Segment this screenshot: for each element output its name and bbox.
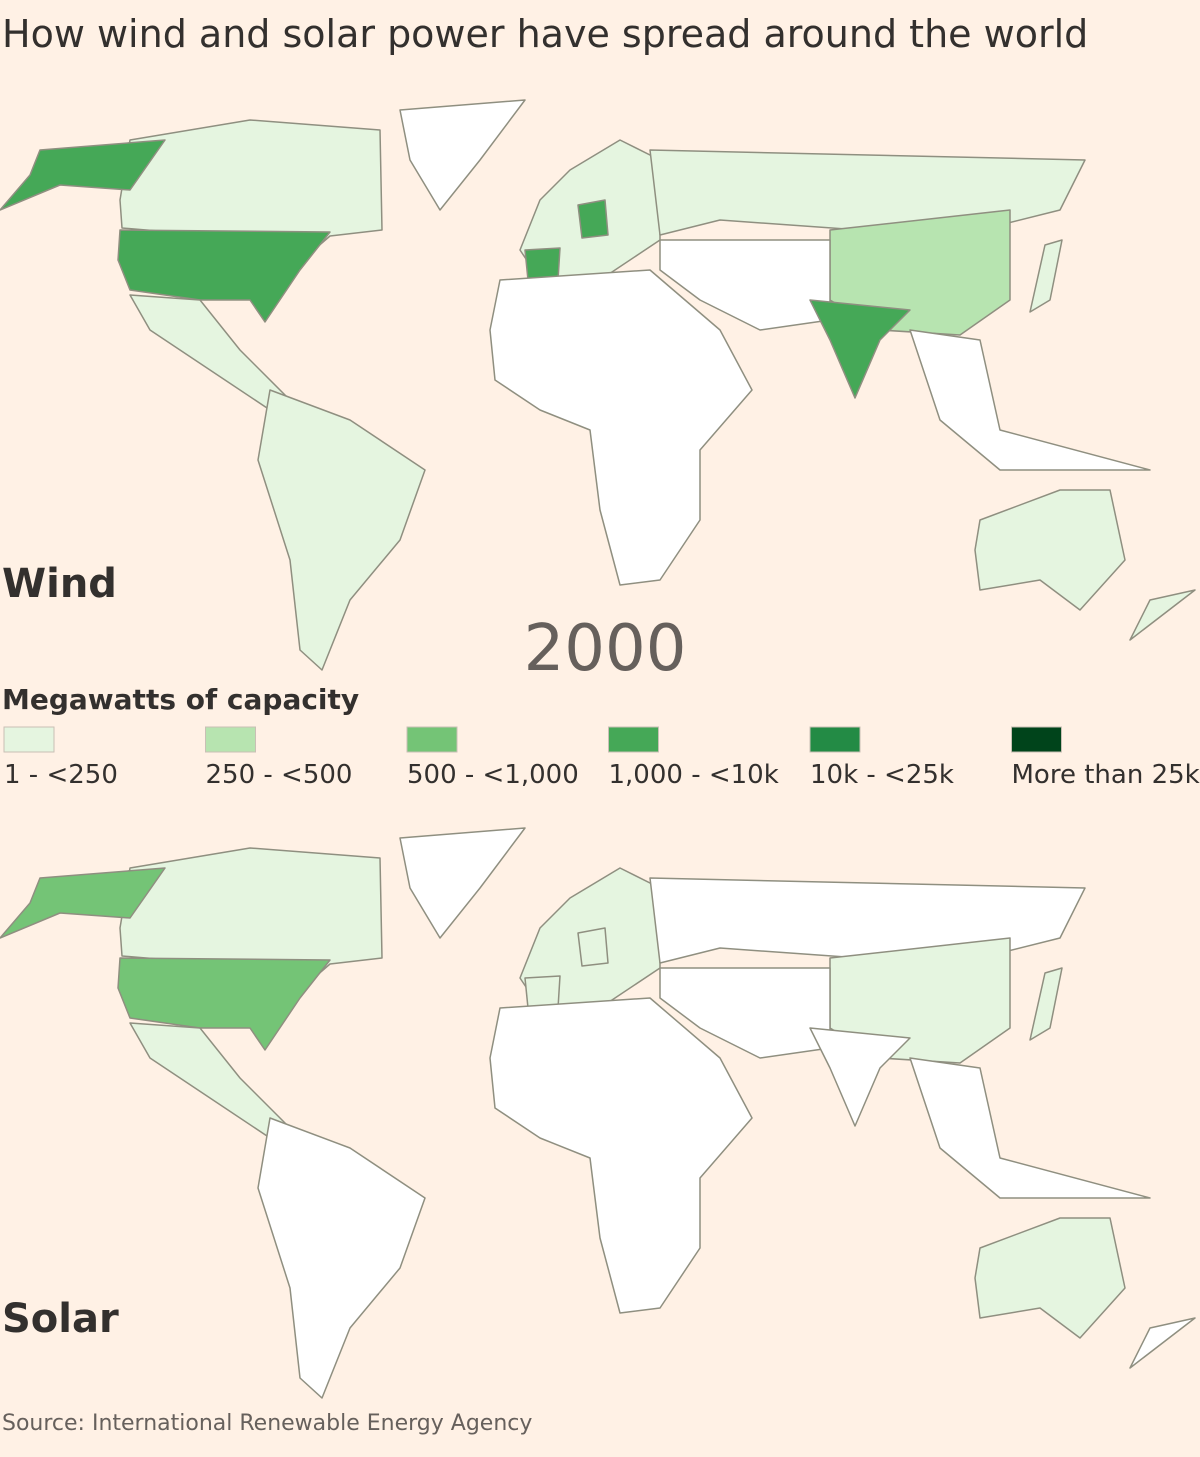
land-alaska bbox=[0, 867, 166, 939]
land-africa bbox=[489, 269, 753, 586]
panel-label: Solar bbox=[2, 1296, 119, 1342]
wind-map bbox=[0, 99, 1196, 671]
legend-swatch bbox=[205, 726, 256, 753]
land-nz bbox=[1129, 1317, 1196, 1369]
land-japan bbox=[1029, 239, 1063, 313]
legend-swatch bbox=[1011, 726, 1062, 753]
land-mideast bbox=[659, 239, 831, 331]
land-seasia bbox=[909, 1057, 1151, 1199]
legend-swatch bbox=[809, 726, 861, 753]
legend-swatch bbox=[3, 726, 55, 753]
panel-label: Wind bbox=[2, 561, 117, 607]
land-germany bbox=[577, 199, 609, 239]
solar-map bbox=[0, 827, 1196, 1399]
land-russia bbox=[649, 877, 1086, 964]
legend-label: 1,000 - <10k bbox=[609, 760, 779, 790]
legend-label: 10k - <25k bbox=[810, 760, 954, 790]
land-seasia bbox=[909, 329, 1151, 471]
land-germany bbox=[577, 927, 609, 967]
land-india bbox=[809, 1027, 911, 1127]
year-label: 2000 bbox=[524, 612, 687, 686]
land-spain bbox=[524, 247, 561, 281]
legend-label: More than 25k bbox=[1012, 760, 1200, 790]
land-nz bbox=[1129, 589, 1196, 641]
legend: 1 - <250 250 - <500 500 - <1,000 1,000 - <1… bbox=[3, 726, 1200, 790]
land-india bbox=[809, 299, 911, 399]
land-usa bbox=[117, 957, 331, 1051]
legend-label: 500 - <1,000 bbox=[407, 760, 579, 790]
land-usa bbox=[117, 229, 331, 323]
land-alaska bbox=[0, 139, 166, 211]
source: Source: International Renewable Energy A… bbox=[2, 1411, 532, 1436]
land-spain bbox=[524, 975, 561, 1009]
legend-label: 1 - <250 bbox=[4, 760, 118, 790]
land-samerica bbox=[257, 389, 426, 671]
legend-swatch bbox=[608, 726, 659, 753]
legend-title: Megawatts of capacity bbox=[2, 683, 359, 716]
land-russia bbox=[649, 149, 1086, 236]
land-australia bbox=[974, 489, 1126, 611]
chart-title: How wind and solar power have spread aro… bbox=[2, 12, 1088, 56]
land-greenland bbox=[399, 827, 526, 939]
legend-label: 250 - <500 bbox=[206, 760, 353, 790]
land-greenland bbox=[399, 99, 526, 211]
land-mideast bbox=[659, 967, 831, 1059]
land-japan bbox=[1029, 967, 1063, 1041]
legend-swatch bbox=[406, 726, 458, 753]
land-africa bbox=[489, 997, 753, 1314]
land-samerica bbox=[257, 1117, 426, 1399]
land-australia bbox=[974, 1217, 1126, 1339]
